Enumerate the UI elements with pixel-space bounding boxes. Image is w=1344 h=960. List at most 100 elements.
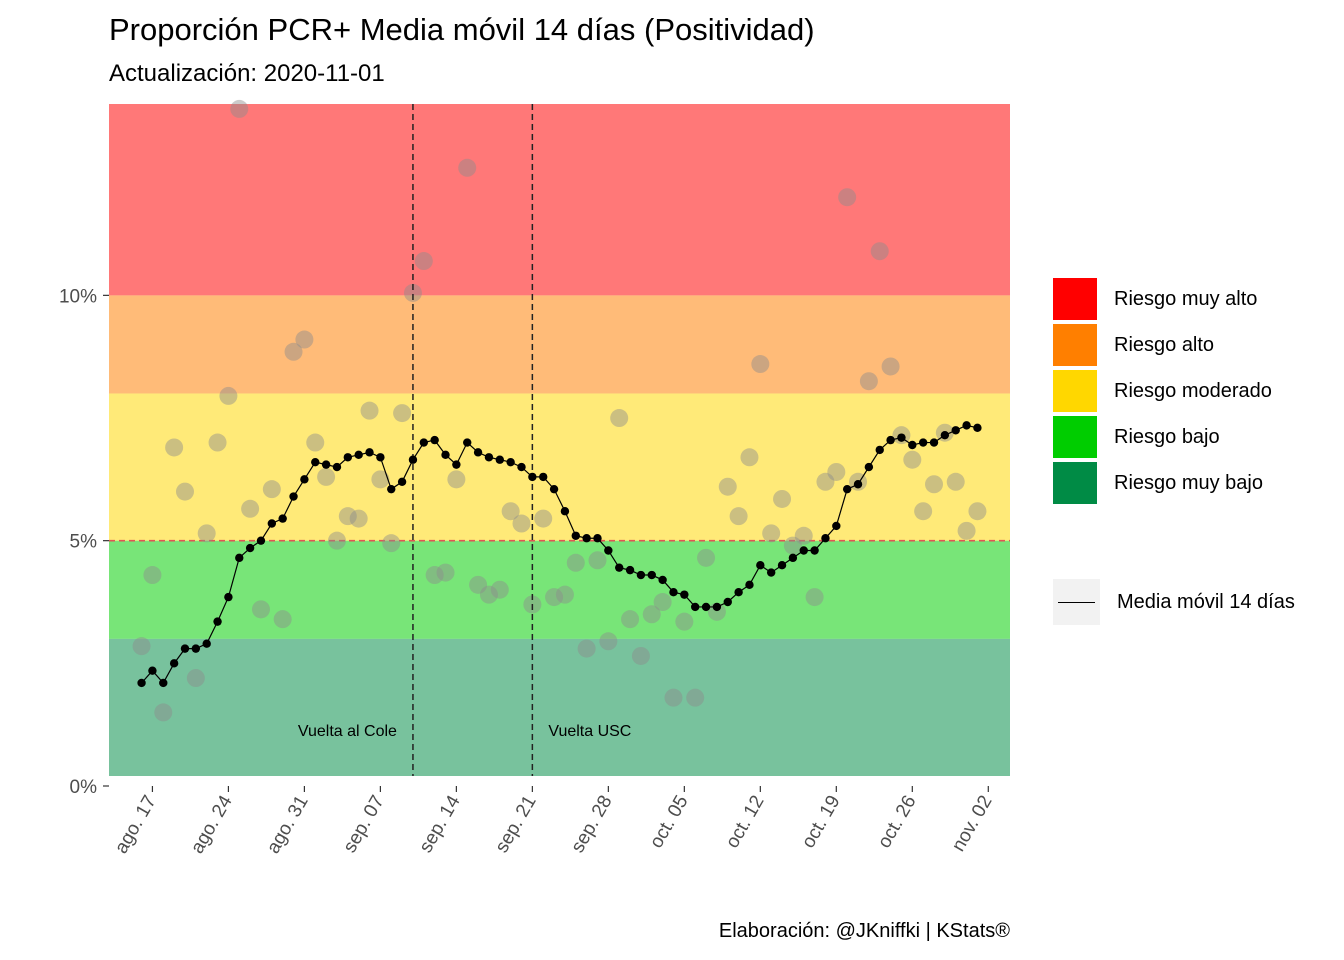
moving-average-point	[289, 492, 298, 501]
moving-average-point	[832, 521, 841, 531]
moving-average-point	[777, 561, 787, 570]
moving-average-point	[962, 421, 971, 430]
moving-average-point	[788, 553, 798, 563]
moving-average-point	[701, 602, 711, 612]
daily-positivity-point	[545, 588, 564, 607]
y-tick-label: 10%	[59, 286, 97, 307]
moving-average-point	[734, 587, 743, 597]
moving-average-point	[419, 438, 429, 447]
moving-average-point	[712, 602, 722, 612]
moving-average-point	[137, 678, 146, 688]
moving-average-point	[408, 455, 418, 464]
moving-average-point	[452, 460, 461, 469]
daily-positivity-point	[479, 585, 498, 604]
moving-average-point	[853, 480, 863, 489]
x-tick-label: sep. 21	[491, 792, 540, 856]
daily-positivity-point	[219, 386, 238, 405]
moving-average-point	[766, 568, 776, 577]
daily-positivity-point	[751, 355, 770, 374]
risk-zone-band	[109, 540, 1010, 639]
daily-positivity-point	[631, 646, 650, 665]
moving-average-point	[311, 457, 320, 467]
risk-zone-band	[109, 393, 1010, 541]
daily-positivity-point	[132, 637, 151, 656]
daily-positivity-point	[295, 330, 314, 349]
moving-average-point	[365, 448, 374, 457]
daily-positivity-point	[154, 703, 173, 722]
daily-positivity-point	[327, 531, 346, 550]
daily-positivity-point	[165, 438, 184, 457]
moving-average-point	[376, 453, 385, 462]
moving-average-point	[517, 462, 526, 472]
y-tick-label: 5%	[70, 532, 98, 553]
daily-positivity-point	[175, 482, 194, 501]
moving-average-point	[940, 430, 950, 440]
moving-average-point	[864, 462, 874, 472]
daily-positivity-point	[447, 470, 466, 489]
chart-subtitle: Actualización: 2020-11-01	[109, 60, 385, 87]
moving-average-point	[810, 546, 819, 555]
x-tick-label: nov. 02	[948, 792, 997, 855]
moving-average-point	[756, 561, 765, 570]
daily-positivity-point	[360, 401, 379, 420]
daily-positivity-point	[914, 502, 933, 521]
daily-positivity-point	[306, 433, 325, 452]
legend-item-bajo: Riesgo bajo	[1053, 414, 1272, 460]
daily-positivity-point	[621, 610, 640, 629]
moving-average-point	[897, 433, 906, 442]
daily-positivity-point	[490, 580, 509, 599]
event-label: Vuelta USC	[548, 723, 631, 740]
daily-positivity-point	[588, 551, 607, 570]
daily-positivity-point	[642, 605, 661, 624]
x-tick-label: oct. 12	[722, 792, 769, 852]
moving-average-point	[929, 438, 939, 447]
daily-positivity-point	[501, 502, 520, 521]
daily-positivity-point	[403, 283, 422, 302]
daily-positivity-point	[686, 688, 705, 707]
legend-label: Riesgo muy alto	[1114, 287, 1258, 310]
moving-average-point	[397, 477, 407, 486]
moving-average-point	[473, 448, 483, 457]
moving-average-point	[528, 472, 537, 482]
risk-legend: Riesgo muy alto Riesgo alto Riesgo moder…	[1053, 276, 1272, 506]
moving-average-point	[636, 570, 646, 580]
risk-zone-band	[109, 295, 1010, 394]
moving-average-point	[973, 423, 982, 433]
daily-positivity-point	[968, 502, 987, 521]
legend-item-moderado: Riesgo moderado	[1053, 368, 1272, 414]
daily-positivity-point	[469, 575, 488, 594]
x-tick-label: sep. 28	[567, 792, 616, 856]
moving-average-point	[235, 553, 244, 563]
moving-average-point	[148, 666, 157, 675]
moving-average-point	[549, 484, 559, 494]
event-label: Vuelta al Cole	[298, 723, 397, 740]
legend-label: Riesgo bajo	[1114, 425, 1220, 448]
legend-swatch	[1053, 370, 1097, 412]
daily-positivity-point	[740, 448, 759, 467]
moving-average-point	[951, 426, 960, 435]
daily-positivity-point	[241, 499, 260, 518]
moving-average-point	[332, 462, 342, 472]
moving-average-point	[690, 602, 700, 612]
daily-positivity-point	[371, 470, 390, 489]
legend-swatch	[1053, 324, 1097, 366]
daily-positivity-point	[577, 639, 596, 658]
daily-positivity-point	[534, 509, 553, 528]
daily-positivity-point	[827, 462, 846, 481]
daily-positivity-point	[414, 252, 433, 271]
daily-positivity-point	[838, 188, 857, 207]
moving-average-point	[723, 597, 732, 607]
daily-positivity-point	[870, 242, 889, 261]
moving-average-point	[875, 445, 884, 455]
moving-average-point	[821, 534, 830, 543]
moving-average-point	[886, 435, 895, 445]
moving-average-point	[267, 519, 277, 528]
moving-average-point	[571, 531, 580, 540]
chart-title: Proporción PCR+ Media móvil 14 días (Pos…	[109, 12, 815, 47]
legend-item-muy-alto: Riesgo muy alto	[1053, 276, 1272, 322]
moving-average-point	[484, 453, 494, 462]
daily-positivity-point	[697, 548, 716, 567]
legend-swatch	[1053, 462, 1097, 504]
moving-average-point	[625, 565, 635, 575]
daily-positivity-point	[610, 409, 629, 428]
